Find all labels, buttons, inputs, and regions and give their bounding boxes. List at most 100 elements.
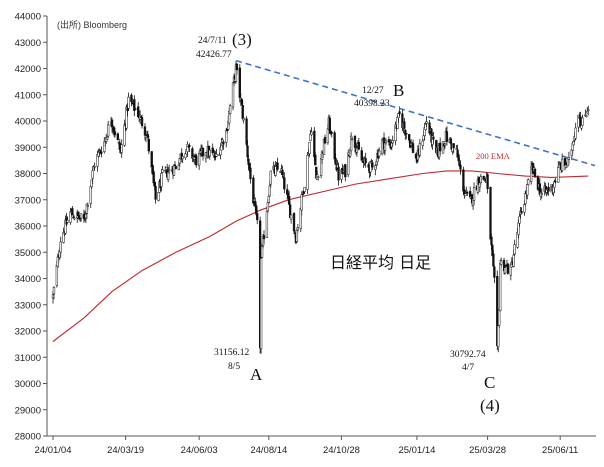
candle	[452, 143, 455, 154]
candle	[391, 135, 394, 147]
candle	[276, 157, 279, 172]
candle	[147, 135, 150, 155]
y-tick-label: 29000	[15, 405, 41, 416]
x-tick-label: 24/08/14	[250, 445, 287, 456]
candle	[133, 95, 136, 117]
candle	[93, 162, 96, 171]
candle	[439, 137, 442, 156]
peak-3-price: 42426.77	[196, 50, 232, 60]
candle	[110, 117, 114, 133]
candle	[371, 159, 374, 171]
candle	[123, 119, 126, 147]
candle	[300, 191, 303, 216]
candle	[106, 136, 109, 140]
candle	[567, 151, 571, 165]
x-tick-label: 24/10/28	[323, 445, 360, 456]
y-tick-label: 34000	[15, 274, 41, 285]
chart-title: 日経平均 日足	[330, 253, 431, 272]
candle	[425, 116, 428, 127]
candle	[384, 137, 388, 146]
y-tick-label: 36000	[15, 222, 41, 233]
y-tick-label: 38000	[15, 169, 41, 180]
candle	[581, 114, 584, 126]
candle	[554, 178, 557, 184]
x-tick-label: 24/06/03	[181, 445, 218, 456]
candle	[421, 138, 424, 150]
candle	[344, 163, 347, 182]
candle	[113, 127, 117, 138]
candle	[360, 146, 363, 161]
y-tick-label: 31000	[15, 353, 41, 364]
y-tick-label: 44000	[15, 12, 41, 23]
peak-b-wave: B	[393, 81, 404, 100]
candle	[269, 170, 272, 188]
source-label: (出所) Bloomberg	[57, 19, 127, 30]
resistance-trendline	[235, 59, 596, 167]
candle	[188, 143, 191, 153]
candle	[540, 188, 543, 199]
candle	[314, 151, 317, 166]
candle	[486, 173, 489, 194]
candle	[289, 214, 293, 224]
candle	[245, 116, 248, 147]
candle	[154, 182, 157, 204]
y-tick-label: 42000	[15, 64, 41, 75]
candle	[208, 145, 211, 160]
candle	[499, 259, 502, 312]
candle	[411, 139, 415, 154]
price-candles	[51, 61, 590, 354]
candle	[303, 186, 306, 194]
candle	[215, 148, 218, 158]
candle	[66, 216, 69, 224]
candle	[259, 255, 263, 354]
candle	[59, 236, 62, 258]
candle	[292, 212, 296, 235]
low-a-date: 8/5	[228, 362, 240, 372]
candle	[252, 175, 255, 207]
low-c-price: 30792.74	[450, 350, 486, 360]
peak-3-wave: (3)	[232, 30, 252, 49]
candle	[506, 263, 510, 275]
candle	[418, 139, 421, 158]
candle	[116, 132, 120, 141]
candle	[127, 92, 130, 111]
x-tick-label: 25/06/11	[542, 445, 578, 456]
y-tick-label: 28000	[15, 432, 41, 443]
candle	[174, 165, 178, 170]
y-tick-label: 35000	[15, 248, 41, 259]
y-tick-label: 37000	[15, 195, 41, 206]
y-tick-label: 32000	[15, 327, 41, 338]
candle	[249, 162, 252, 184]
candle	[134, 107, 137, 110]
candle	[443, 143, 447, 149]
candle	[518, 213, 521, 227]
candle	[574, 122, 577, 141]
candle	[107, 120, 110, 139]
candle	[330, 130, 333, 138]
candle	[378, 147, 381, 159]
candle	[100, 146, 103, 158]
peak-b-price: 40398.23	[354, 99, 390, 109]
low-c-date: 4/7	[462, 363, 474, 373]
candle	[62, 227, 65, 244]
candle	[445, 126, 449, 146]
candle	[323, 134, 327, 145]
candle	[317, 176, 320, 181]
candle	[337, 162, 340, 186]
candle	[334, 153, 337, 166]
ema-200-line	[52, 170, 589, 342]
y-tick-label: 33000	[15, 300, 41, 311]
candle	[306, 152, 309, 194]
candle	[328, 115, 331, 134]
candle	[403, 117, 406, 130]
candle	[157, 192, 160, 202]
candle	[493, 265, 496, 284]
candle	[242, 116, 245, 124]
candle	[547, 182, 550, 196]
candle	[120, 139, 123, 158]
candle	[472, 182, 476, 205]
y-tick-label: 39000	[15, 143, 41, 154]
y-axis: 28000 29000 30000 31000 32000 33000 34000 35000…	[15, 12, 47, 443]
low-c-wave: C	[484, 373, 495, 392]
